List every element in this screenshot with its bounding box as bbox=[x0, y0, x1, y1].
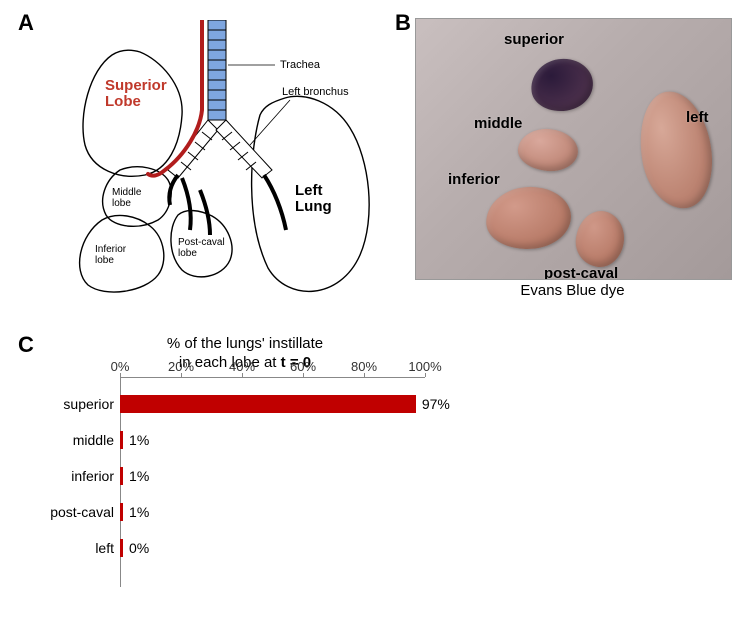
lobe-label-left: left bbox=[686, 109, 709, 126]
chart-category-label: post-caval bbox=[50, 504, 120, 520]
panel-b-caption: Evans Blue dye bbox=[415, 282, 730, 299]
chart-category-label: superior bbox=[63, 396, 120, 412]
label-left-bronchus: Left bronchus bbox=[282, 86, 349, 98]
chart-row: inferior1% bbox=[120, 467, 425, 485]
chart-bar bbox=[120, 467, 123, 485]
chart-row: post-caval1% bbox=[120, 503, 425, 521]
chart-category-label: left bbox=[95, 540, 120, 556]
lobe-inferior bbox=[484, 184, 573, 252]
chart-tick-label: 0% bbox=[111, 359, 130, 374]
panel-b-photo: superior middle inferior post-caval left bbox=[415, 18, 732, 280]
label-superior-lobe: Superior Lobe bbox=[105, 77, 171, 110]
lobe-left bbox=[631, 86, 720, 214]
panel-label-b: B bbox=[395, 10, 411, 36]
lobe-label-inferior: inferior bbox=[448, 171, 500, 188]
chart-tick-label: 100% bbox=[408, 359, 441, 374]
chart-tick-label: 80% bbox=[351, 359, 377, 374]
lobe-middle bbox=[516, 126, 579, 173]
label-left-lung: LeftLung bbox=[295, 182, 332, 215]
lobe-superior bbox=[528, 55, 597, 115]
label-middle-lobe: Middlelobe bbox=[112, 187, 142, 209]
chart-plot-area: 0%20%40%60%80%100%superior97%middle1%inf… bbox=[120, 377, 425, 587]
chart-row: superior97% bbox=[120, 395, 425, 413]
chart-tick-label: 20% bbox=[168, 359, 194, 374]
superior-lobe-outline bbox=[83, 50, 182, 176]
panel-a-diagram: Superior Lobe LeftLung Middlelobe Inferi… bbox=[50, 20, 390, 300]
chart-tick-label: 40% bbox=[229, 359, 255, 374]
chart-row: left0% bbox=[120, 539, 425, 557]
label-trachea: Trachea bbox=[280, 59, 321, 71]
chart-axis-top bbox=[120, 377, 425, 378]
chart-category-label: inferior bbox=[71, 468, 120, 484]
lobe-label-middle: middle bbox=[474, 115, 522, 132]
lobe-post_caval bbox=[573, 209, 627, 270]
lobe-label-post_caval: post-caval bbox=[544, 265, 618, 280]
chart-value-label: 97% bbox=[422, 396, 450, 412]
chart-value-label: 0% bbox=[129, 540, 149, 556]
panel-label-a: A bbox=[18, 10, 34, 36]
lung-diagram-svg: Superior Lobe LeftLung Middlelobe Inferi… bbox=[50, 20, 390, 300]
lobe-label-superior: superior bbox=[504, 31, 564, 48]
panel-c-chart: % of the lungs' instillate in each lobe … bbox=[30, 335, 460, 615]
trachea-bronchi bbox=[168, 20, 286, 235]
chart-tick-label: 60% bbox=[290, 359, 316, 374]
chart-value-label: 1% bbox=[129, 468, 149, 484]
chart-bar bbox=[120, 539, 123, 557]
chart-bar bbox=[120, 503, 123, 521]
chart-value-label: 1% bbox=[129, 504, 149, 520]
figure-root: A B C bbox=[0, 0, 750, 627]
chart-row: middle1% bbox=[120, 431, 425, 449]
chart-value-label: 1% bbox=[129, 432, 149, 448]
chart-bar bbox=[120, 431, 123, 449]
label-postcaval-lobe: Post-cavallobe bbox=[178, 237, 225, 259]
label-inferior-lobe: Inferiorlobe bbox=[95, 244, 127, 266]
chart-bar bbox=[120, 395, 416, 413]
chart-category-label: middle bbox=[73, 432, 120, 448]
